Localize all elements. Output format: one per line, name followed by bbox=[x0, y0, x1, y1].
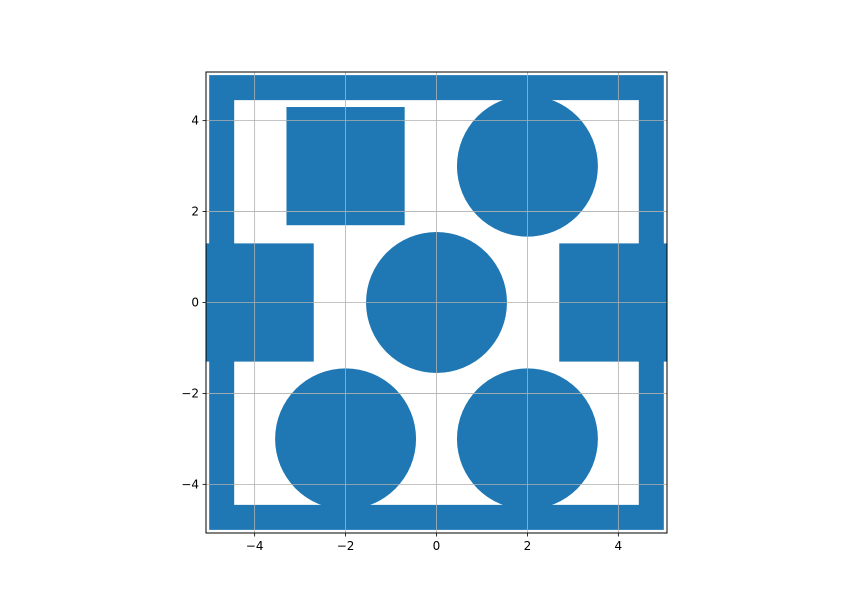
grid-layer bbox=[206, 72, 667, 533]
x-axis: −4 −2 0 2 4 bbox=[246, 533, 622, 553]
x-tick-label: −4 bbox=[246, 539, 264, 553]
y-axis: −4 −2 0 2 4 bbox=[181, 114, 206, 491]
x-tick-label: 4 bbox=[615, 539, 623, 553]
y-tick-label: 2 bbox=[191, 205, 199, 219]
y-tick-label: 4 bbox=[191, 114, 199, 128]
x-tick-label: −2 bbox=[337, 539, 355, 553]
y-tick-label: −4 bbox=[181, 477, 199, 491]
x-tick-label: 2 bbox=[524, 539, 532, 553]
y-tick-label: 0 bbox=[191, 296, 199, 310]
x-tick-label: 0 bbox=[433, 539, 441, 553]
y-tick-label: −2 bbox=[181, 386, 199, 400]
